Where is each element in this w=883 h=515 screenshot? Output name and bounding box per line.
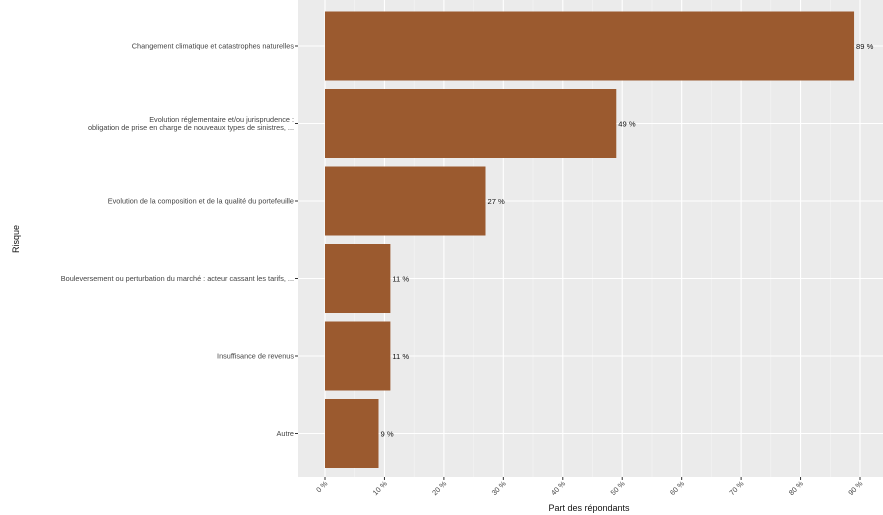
- data-label: 11 %: [392, 352, 409, 361]
- x-tick-label: 70 %: [727, 479, 745, 497]
- y-axis: Changement climatique et catastrophes na…: [61, 42, 298, 438]
- y-tick-label: Insuffisance de revenus: [217, 352, 294, 361]
- bar: [325, 399, 379, 468]
- x-tick-label: 40 %: [549, 479, 567, 497]
- data-label: 11 %: [392, 275, 409, 284]
- data-label: 27 %: [488, 197, 506, 206]
- x-tick-label: 20 %: [430, 479, 448, 497]
- bar: [325, 244, 391, 313]
- x-tick-label: 0 %: [314, 479, 330, 495]
- bar: [325, 89, 617, 158]
- x-tick-label: 60 %: [668, 479, 686, 497]
- x-tick-label: 90 %: [846, 479, 864, 497]
- data-labels: 89 % 49 % 27 % 11 % 11 % 9 %: [381, 42, 874, 439]
- bars: [325, 11, 855, 468]
- data-label: 89 %: [856, 42, 874, 51]
- x-tick-label: 30 %: [490, 479, 508, 497]
- x-tick-label: 80 %: [787, 479, 805, 497]
- data-label: 9 %: [381, 430, 394, 439]
- x-axis-title: Part des répondants: [548, 503, 630, 513]
- y-axis-title: Risque: [11, 225, 21, 253]
- y-tick-label: Bouleversement ou perturbation du marché…: [61, 274, 294, 283]
- bar: [325, 166, 486, 236]
- x-tick-label: 10 %: [371, 479, 389, 497]
- y-tick-label: Evolution de la composition et de la qua…: [108, 197, 294, 206]
- bar: [325, 321, 391, 391]
- y-tick-label: Autre: [277, 429, 294, 438]
- y-tick-label: Changement climatique et catastrophes na…: [132, 42, 295, 51]
- data-label: 49 %: [618, 120, 636, 129]
- bar: [325, 11, 855, 81]
- x-axis: 0 % 10 % 20 % 30 % 40 % 50 % 60 % 70 % 80 % 90 %: [314, 477, 865, 497]
- x-tick-label: 50 %: [609, 479, 627, 497]
- y-tick-label: Evolution réglementaire et/ou jurisprude…: [88, 115, 294, 132]
